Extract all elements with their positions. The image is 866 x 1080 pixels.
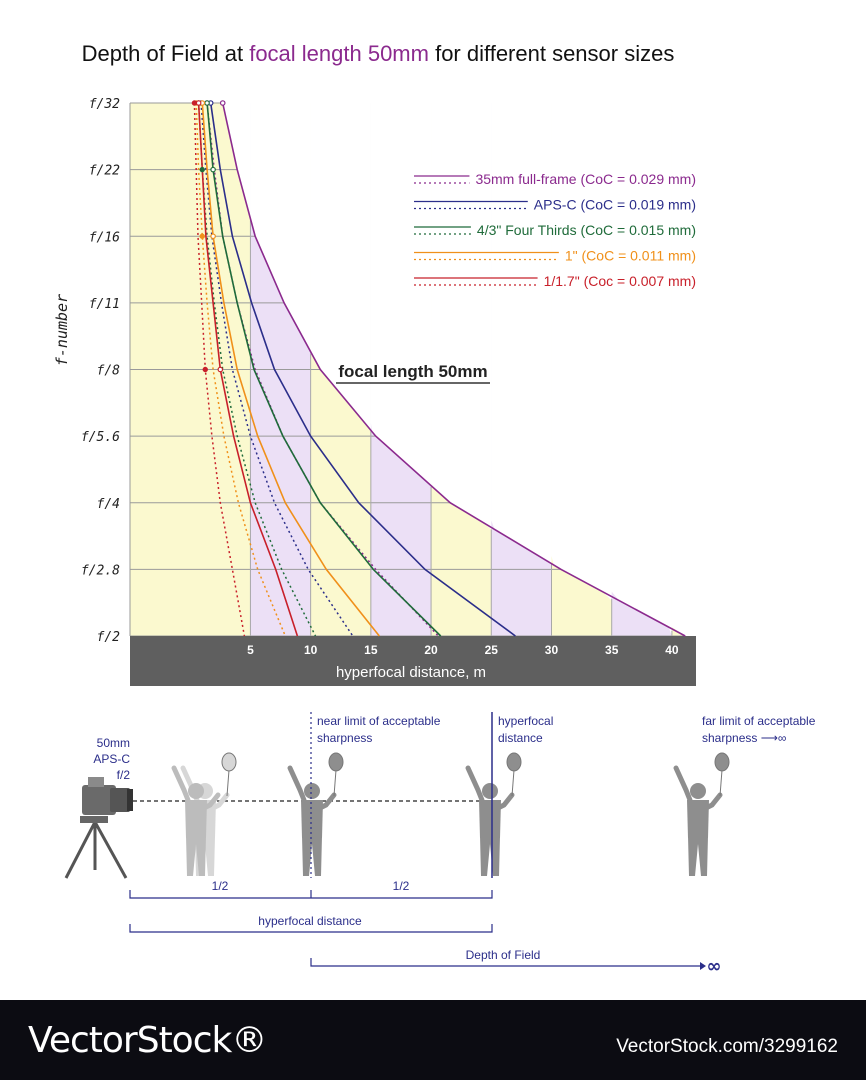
illustration: 50mm APS-C f/2 near limit of acceptable shar… [64,712,816,977]
point-marker [210,233,216,240]
point-marker [199,166,205,173]
zone-band [551,103,612,636]
balloon-icon [328,752,344,772]
x-tick-label: 15 [364,643,378,657]
x-tick-label: 25 [485,643,499,657]
series-lines [191,100,686,637]
hyperfocal-line [201,102,380,637]
x-tick-label: 5 [247,643,254,657]
y-tick-label: f/16 [89,230,120,245]
near-limit-label: sharpness [317,731,372,745]
person-figure [465,752,522,876]
camera-settings-label: APS-C [93,752,130,766]
y-tick-label: f/22 [89,164,120,179]
y-tick-label: f/32 [89,97,120,112]
infinity-symbol: ∞ [707,956,722,977]
image-id: VectorStock.com/3299162 [616,1036,838,1057]
person-figure [171,765,221,876]
balloon-icon [506,752,522,772]
point-marker [217,366,224,373]
legend: 35mm full-frame (CoC = 0.029 mm) APS-C (C… [414,171,696,289]
near-limit-line [206,102,439,637]
camera-icon [64,777,133,879]
hyperfocal-label: hyperfocal [498,714,553,728]
x-tick-label: 40 [665,643,679,657]
chart-subtitle: focal length 50mm [338,362,487,381]
y-tick-label: f/2 [97,630,121,645]
camera-settings-label: 50mm [97,736,130,750]
chart-title: Depth of Field at focal length 50mm for … [82,41,675,66]
hyperfocal-line [209,102,516,637]
point-marker [204,100,210,106]
point-marker [199,233,205,239]
x-axis-label: hyperfocal distance, m [336,664,486,681]
legend-label: 4/3" Four Thirds (CoC = 0.015 mm) [477,222,696,238]
point-marker [191,100,198,106]
y-axis: f/32 f/22 f/16 f/11 f/8 f/5.6 f/4 f/2.8 f/2 f-num… [53,97,120,645]
half-label: 1/2 [212,879,229,893]
y-tick-label: f/4 [97,497,120,512]
dof-chart: Depth of Field at focal length 50mm for … [53,41,816,977]
x-tick-label: 20 [424,643,438,657]
y-axis-label: f-number [53,294,71,366]
legend-label: APS-C (CoC = 0.019 mm) [534,197,696,213]
point-marker [210,166,216,173]
legend-label: 1/1.7" (Coc = 0.007 mm) [544,273,696,289]
dof-arrow [310,958,700,967]
x-tick-label: 30 [545,643,559,657]
far-limit-label: far limit of acceptable [702,714,816,728]
x-axis: 5 10 15 20 25 30 35 40 hyperfocal distance, m [130,636,696,686]
legend-label: 35mm full-frame (CoC = 0.029 mm) [475,171,696,187]
footer: VectorStock® VectorStock.com/3299162 [0,1000,866,1080]
point-marker [219,100,226,106]
balloon-icon [714,752,730,772]
camera-settings-label: f/2 [117,768,131,782]
point-marker [202,366,208,373]
hyperfocal-bracket [129,924,493,933]
hyperfocal-label: distance [498,731,543,745]
y-tick-label: f/2.8 [81,563,120,578]
y-tick-label: f/8 [97,364,121,379]
half-label: 1/2 [393,879,410,893]
x-tick-label: 10 [304,643,318,657]
person-figure [673,752,730,876]
hyperfocal-line [221,102,686,637]
x-axis-bar [130,636,696,686]
vectorstock-logo: VectorStock® [28,1020,267,1061]
far-limit-label: sharpness ⟶∞ [702,731,786,745]
hyperfocal-line [206,102,442,637]
x-tick-label: 35 [605,643,619,657]
person-figure [287,752,344,876]
hyperfocal-distance-label: hyperfocal distance [258,914,362,928]
legend-label: 1" (CoC = 0.011 mm) [565,248,696,264]
zone-band [491,103,552,636]
y-tick-label: f/11 [89,297,120,312]
y-tick-label: f/5.6 [81,430,120,445]
dof-label: Depth of Field [466,948,541,962]
near-limit-label: near limit of acceptable [317,714,441,728]
balloon-icon [221,752,237,772]
chart-subtitle-group: focal length 50mm [336,362,490,384]
